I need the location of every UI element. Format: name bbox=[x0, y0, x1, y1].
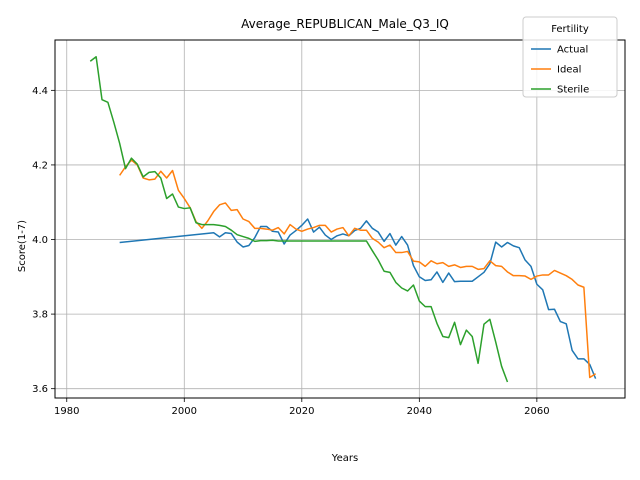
series-layer bbox=[89, 56, 597, 383]
series-line-ideal bbox=[119, 159, 597, 379]
chart-title: Average_REPUBLICAN_Male_Q3_IQ bbox=[241, 17, 449, 31]
x-tick-label: 2060 bbox=[524, 406, 549, 417]
legend-label-actual: Actual bbox=[557, 45, 588, 56]
y-tick-label: 4.0 bbox=[32, 235, 48, 246]
legend-items: Actual Ideal Sterile bbox=[531, 45, 589, 96]
plot-frame bbox=[54, 39, 626, 399]
y-tick-label: 4.4 bbox=[32, 86, 48, 97]
y-axis: 3.6 3.8 4.0 4.2 4.4 bbox=[32, 86, 55, 395]
x-tick-label: 2020 bbox=[289, 406, 314, 417]
x-tick-label: 2000 bbox=[172, 406, 197, 417]
legend-label-sterile: Sterile bbox=[557, 85, 589, 96]
x-tick-label: 1980 bbox=[54, 406, 79, 417]
x-axis: 1980 2000 2020 2040 2060 bbox=[54, 398, 550, 417]
legend: Fertility Actual Ideal Sterile bbox=[522, 16, 618, 98]
series-line-sterile bbox=[89, 56, 509, 383]
legend-title: Fertility bbox=[551, 24, 589, 35]
legend-label-ideal: Ideal bbox=[557, 65, 581, 76]
legend-box bbox=[522, 16, 618, 98]
series-line-actual bbox=[119, 218, 597, 379]
x-tick-label: 2040 bbox=[407, 406, 432, 417]
y-axis-label: Score(1-7) bbox=[17, 220, 28, 272]
x-axis-label: Years bbox=[331, 453, 358, 464]
y-tick-label: 3.6 bbox=[32, 384, 48, 395]
y-tick-label: 3.8 bbox=[32, 310, 48, 321]
y-tick-label: 4.2 bbox=[32, 160, 48, 171]
